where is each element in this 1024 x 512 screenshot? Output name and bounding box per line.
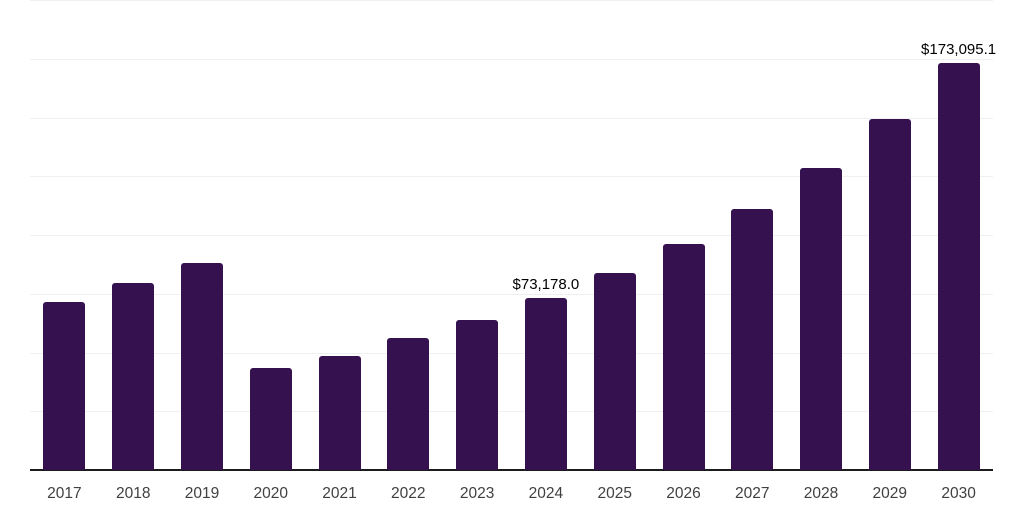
x-tick-2021: 2021: [322, 485, 357, 502]
bar-2027[interactable]: [731, 209, 774, 470]
bar-2021[interactable]: [318, 356, 361, 470]
x-tick-2017: 2017: [47, 485, 82, 502]
x-tick-2027: 2027: [735, 485, 770, 502]
bar-2018[interactable]: [112, 283, 155, 470]
x-tick-2026: 2026: [666, 485, 701, 502]
bar-2022[interactable]: [387, 338, 430, 470]
bar-2017[interactable]: [43, 302, 86, 470]
x-tick-2024: 2024: [528, 485, 564, 502]
gridline-200000: [30, 0, 993, 1]
data-label-2024: $73,178.0: [512, 276, 580, 293]
x-tick-2018: 2018: [115, 485, 151, 502]
gridline-100000: [30, 235, 993, 236]
x-tick-2028: 2028: [803, 485, 839, 502]
x-tick-2022: 2022: [391, 485, 426, 502]
x-tick-2023: 2023: [459, 485, 495, 502]
gridline-150000: [30, 118, 993, 119]
bar-2020[interactable]: [249, 368, 292, 470]
gridline-25000: [30, 411, 993, 412]
gridline-125000: [30, 176, 993, 177]
x-tick-2019: 2019: [184, 485, 220, 502]
x-tick-2029: 2029: [872, 485, 908, 502]
bar-2019[interactable]: [181, 262, 223, 470]
bar-2025[interactable]: [593, 272, 636, 470]
x-axis-line: [30, 469, 993, 471]
bar-2023[interactable]: [456, 320, 499, 470]
gridline-50000: [30, 353, 993, 354]
bar-2024[interactable]: [524, 298, 567, 470]
bar-2028[interactable]: [800, 167, 842, 470]
bar-2026[interactable]: [662, 244, 705, 470]
gridline-175000: [30, 59, 993, 60]
x-tick-2020: 2020: [253, 485, 289, 502]
bar-2030[interactable]: [937, 63, 980, 470]
x-tick-2025: 2025: [597, 485, 632, 502]
data-label-2030: $173,095.1: [921, 41, 997, 59]
bar-2029[interactable]: [868, 119, 911, 470]
x-tick-2030: 2030: [941, 485, 976, 502]
gridline-75000: [30, 294, 993, 295]
